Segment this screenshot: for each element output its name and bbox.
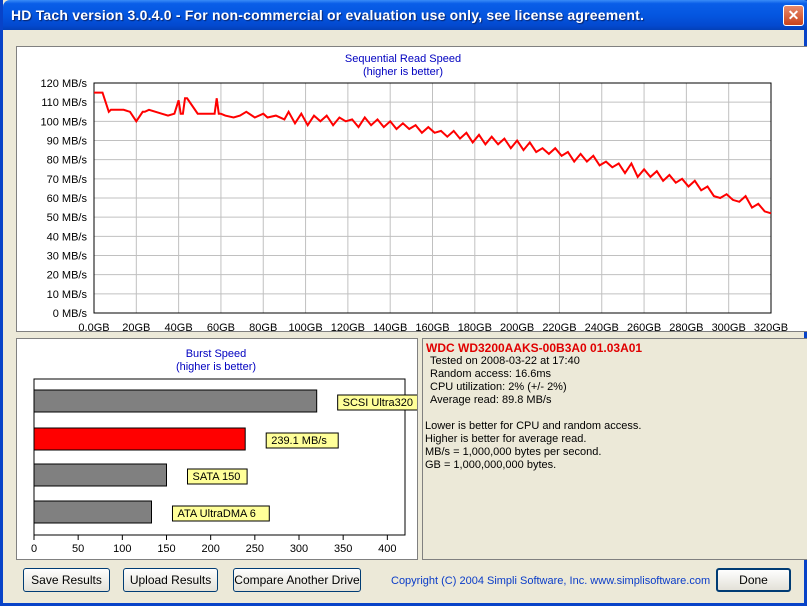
burst-x-tick-label: 300 bbox=[290, 543, 308, 555]
seq-x-tick-label: 60GB bbox=[207, 322, 235, 331]
drive-name: WDC WD3200AAKS-00B3A0 01.03A01 bbox=[426, 341, 643, 355]
seq-y-tick-label: 90 MB/s bbox=[47, 136, 88, 148]
sequential-read-chart: Sequential Read Speed (higher is better)… bbox=[41, 53, 789, 331]
upload-results-button[interactable]: Upload Results bbox=[123, 568, 218, 592]
burst-chart-subtitle: (higher is better) bbox=[176, 361, 256, 373]
seq-y-tick-label: 10 MB/s bbox=[47, 289, 88, 301]
drive-info-panel: WDC WD3200AAKS-00B3A0 01.03A01 Tested on… bbox=[422, 338, 807, 560]
seq-x-tick-label: 20GB bbox=[122, 322, 150, 331]
seq-x-tick-label: 0,0GB bbox=[78, 322, 109, 331]
seq-x-tick-label: 160GB bbox=[415, 322, 449, 331]
seq-x-tick-label: 40GB bbox=[165, 322, 193, 331]
burst-bar bbox=[33, 427, 246, 451]
seq-y-tick-label: 40 MB/s bbox=[47, 231, 88, 243]
burst-label-box bbox=[337, 394, 417, 411]
seq-x-tick-label: 200GB bbox=[500, 322, 534, 331]
burst-x-tick-label: 50 bbox=[72, 543, 84, 555]
burst-x-tick-label: 100 bbox=[113, 543, 131, 555]
seq-x-tick-label: 220GB bbox=[542, 322, 576, 331]
tested-date: Tested on 2008-03-22 at 17:40 bbox=[430, 355, 580, 367]
done-button[interactable]: Done bbox=[716, 568, 791, 592]
compare-drive-button[interactable]: Compare Another Drive bbox=[233, 568, 361, 592]
burst-bar bbox=[33, 500, 152, 524]
burst-x-tick-label: 200 bbox=[201, 543, 219, 555]
seq-x-tick-label: 180GB bbox=[458, 322, 492, 331]
burst-speed-chart: Burst Speed (higher is better) SCSI Ultr… bbox=[31, 348, 417, 555]
seq-x-tick-label: 320GB bbox=[754, 322, 788, 331]
random-access: Random access: 16.6ms bbox=[430, 368, 552, 380]
seq-x-tick-label: 280GB bbox=[669, 322, 703, 331]
burst-x-tick-label: 150 bbox=[157, 543, 175, 555]
burst-x-tick-label: 0 bbox=[31, 543, 37, 555]
seq-x-tick-label: 120GB bbox=[331, 322, 365, 331]
save-results-button[interactable]: Save Results bbox=[23, 568, 110, 592]
burst-bar bbox=[33, 463, 167, 487]
seq-y-tick-label: 120 MB/s bbox=[41, 78, 88, 90]
seq-x-tick-label: 80GB bbox=[249, 322, 277, 331]
average-read: Average read: 89.8 MB/s bbox=[430, 394, 552, 406]
burst-bar-label: SATA 150 bbox=[193, 471, 241, 483]
seq-chart-subtitle: (higher is better) bbox=[363, 66, 443, 78]
cpu-utilization: CPU utilization: 2% (+/- 2%) bbox=[430, 381, 567, 393]
window-title: HD Tach version 3.0.4.0 - For non-commer… bbox=[11, 7, 645, 23]
burst-label-box bbox=[171, 505, 270, 522]
burst-bar-label: 239.1 MB/s bbox=[271, 435, 327, 447]
copyright-link[interactable]: Copyright (C) 2004 Simpli Software, Inc.… bbox=[391, 575, 711, 587]
seq-y-tick-label: 30 MB/s bbox=[47, 251, 88, 263]
sequential-chart-panel: Sequential Read Speed (higher is better)… bbox=[16, 46, 807, 332]
seq-read-line bbox=[94, 91, 772, 215]
seq-y-tick-label: 0 MB/s bbox=[53, 308, 88, 320]
burst-x-tick-label: 350 bbox=[334, 543, 352, 555]
note-higher-better: Higher is better for average read. bbox=[425, 433, 587, 445]
burst-bar bbox=[33, 389, 318, 413]
burst-bar-label: ATA UltraDMA 6 bbox=[177, 508, 255, 520]
note-mbs: MB/s = 1,000,000 bytes per second. bbox=[425, 446, 602, 458]
burst-label-box bbox=[187, 468, 248, 485]
seq-chart-title: Sequential Read Speed bbox=[345, 53, 461, 65]
seq-x-tick-label: 240GB bbox=[585, 322, 619, 331]
seq-plot-frame bbox=[93, 82, 772, 314]
seq-y-tick-label: 100 MB/s bbox=[41, 116, 88, 128]
close-icon: ✕ bbox=[787, 7, 800, 23]
burst-chart-title: Burst Speed bbox=[186, 348, 247, 360]
seq-y-tick-label: 50 MB/s bbox=[47, 212, 88, 224]
burst-x-tick-label: 400 bbox=[378, 543, 396, 555]
seq-y-tick-label: 70 MB/s bbox=[47, 174, 88, 186]
note-gb: GB = 1,000,000,000 bytes. bbox=[425, 459, 557, 471]
burst-x-tick-label: 250 bbox=[246, 543, 264, 555]
burst-bar-label: SCSI Ultra320 bbox=[343, 397, 413, 409]
seq-x-tick-label: 260GB bbox=[627, 322, 661, 331]
seq-x-tick-label: 300GB bbox=[712, 322, 746, 331]
seq-y-tick-label: 80 MB/s bbox=[47, 155, 88, 167]
seq-y-tick-label: 20 MB/s bbox=[47, 270, 88, 282]
seq-x-tick-label: 100GB bbox=[288, 322, 322, 331]
seq-y-tick-label: 60 MB/s bbox=[47, 193, 88, 205]
burst-plot-frame bbox=[33, 378, 406, 536]
title-bar[interactable]: HD Tach version 3.0.4.0 - For non-commer… bbox=[3, 0, 807, 30]
burst-chart-panel: Burst Speed (higher is better) SCSI Ultr… bbox=[16, 338, 418, 560]
seq-y-tick-label: 110 MB/s bbox=[41, 97, 87, 109]
close-button[interactable]: ✕ bbox=[783, 5, 804, 26]
seq-x-tick-label: 140GB bbox=[373, 322, 407, 331]
burst-label-box bbox=[265, 432, 339, 449]
note-lower-better: Lower is better for CPU and random acces… bbox=[425, 420, 642, 432]
